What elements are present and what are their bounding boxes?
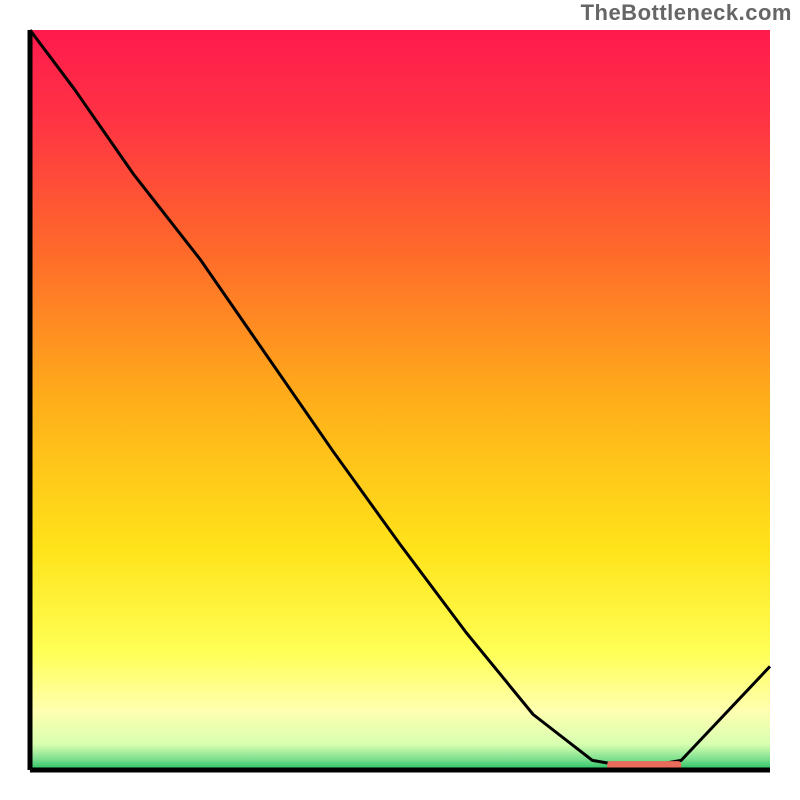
watermark-text: TheBottleneck.com — [581, 0, 792, 26]
gradient-background — [30, 30, 770, 770]
bottleneck-chart — [0, 0, 800, 800]
